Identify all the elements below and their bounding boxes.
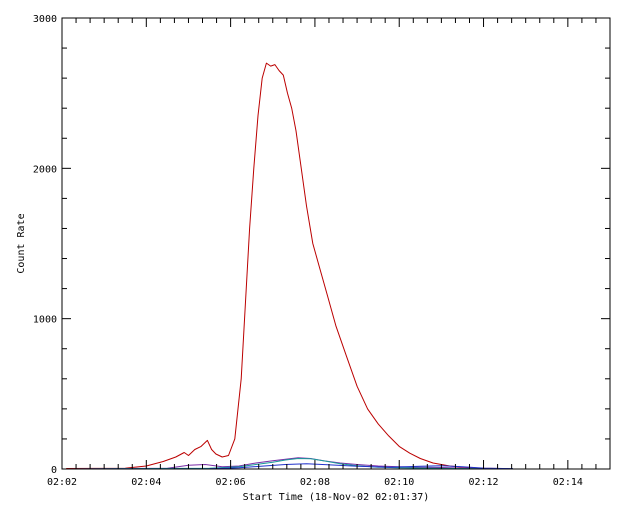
plot-frame [61, 17, 611, 470]
x-tick-label: 02:04 [131, 477, 161, 488]
y-tick-label: 1000 [33, 315, 57, 326]
x-tick-label: 02:08 [300, 477, 330, 488]
series-line-3 [66, 458, 514, 470]
y-tick-labels: 0 1000 2000 3000 [33, 14, 57, 476]
y-axis-title: Count Rate [16, 213, 27, 273]
x-tick-label: 02:10 [384, 477, 414, 488]
y-tick-label: 2000 [33, 164, 57, 175]
x-tick-label: 02:06 [216, 477, 246, 488]
y-tick-label: 3000 [33, 14, 57, 25]
x-tick-label: 02:14 [553, 477, 583, 488]
series-layer [66, 62, 514, 470]
y-tick-label: 0 [51, 465, 57, 476]
x-tick-label: 02:02 [47, 477, 77, 488]
series-line-4 [66, 463, 514, 470]
series-line-1 [66, 62, 514, 470]
x-axis-title: Start Time (18-Nov-02 02:01:37) [243, 492, 430, 503]
x-tick-label: 02:12 [468, 477, 498, 488]
ticks-layer [61, 17, 611, 470]
x-tick-labels: 02:02 02:04 02:06 02:08 02:10 02:12 02:14 [47, 477, 583, 488]
